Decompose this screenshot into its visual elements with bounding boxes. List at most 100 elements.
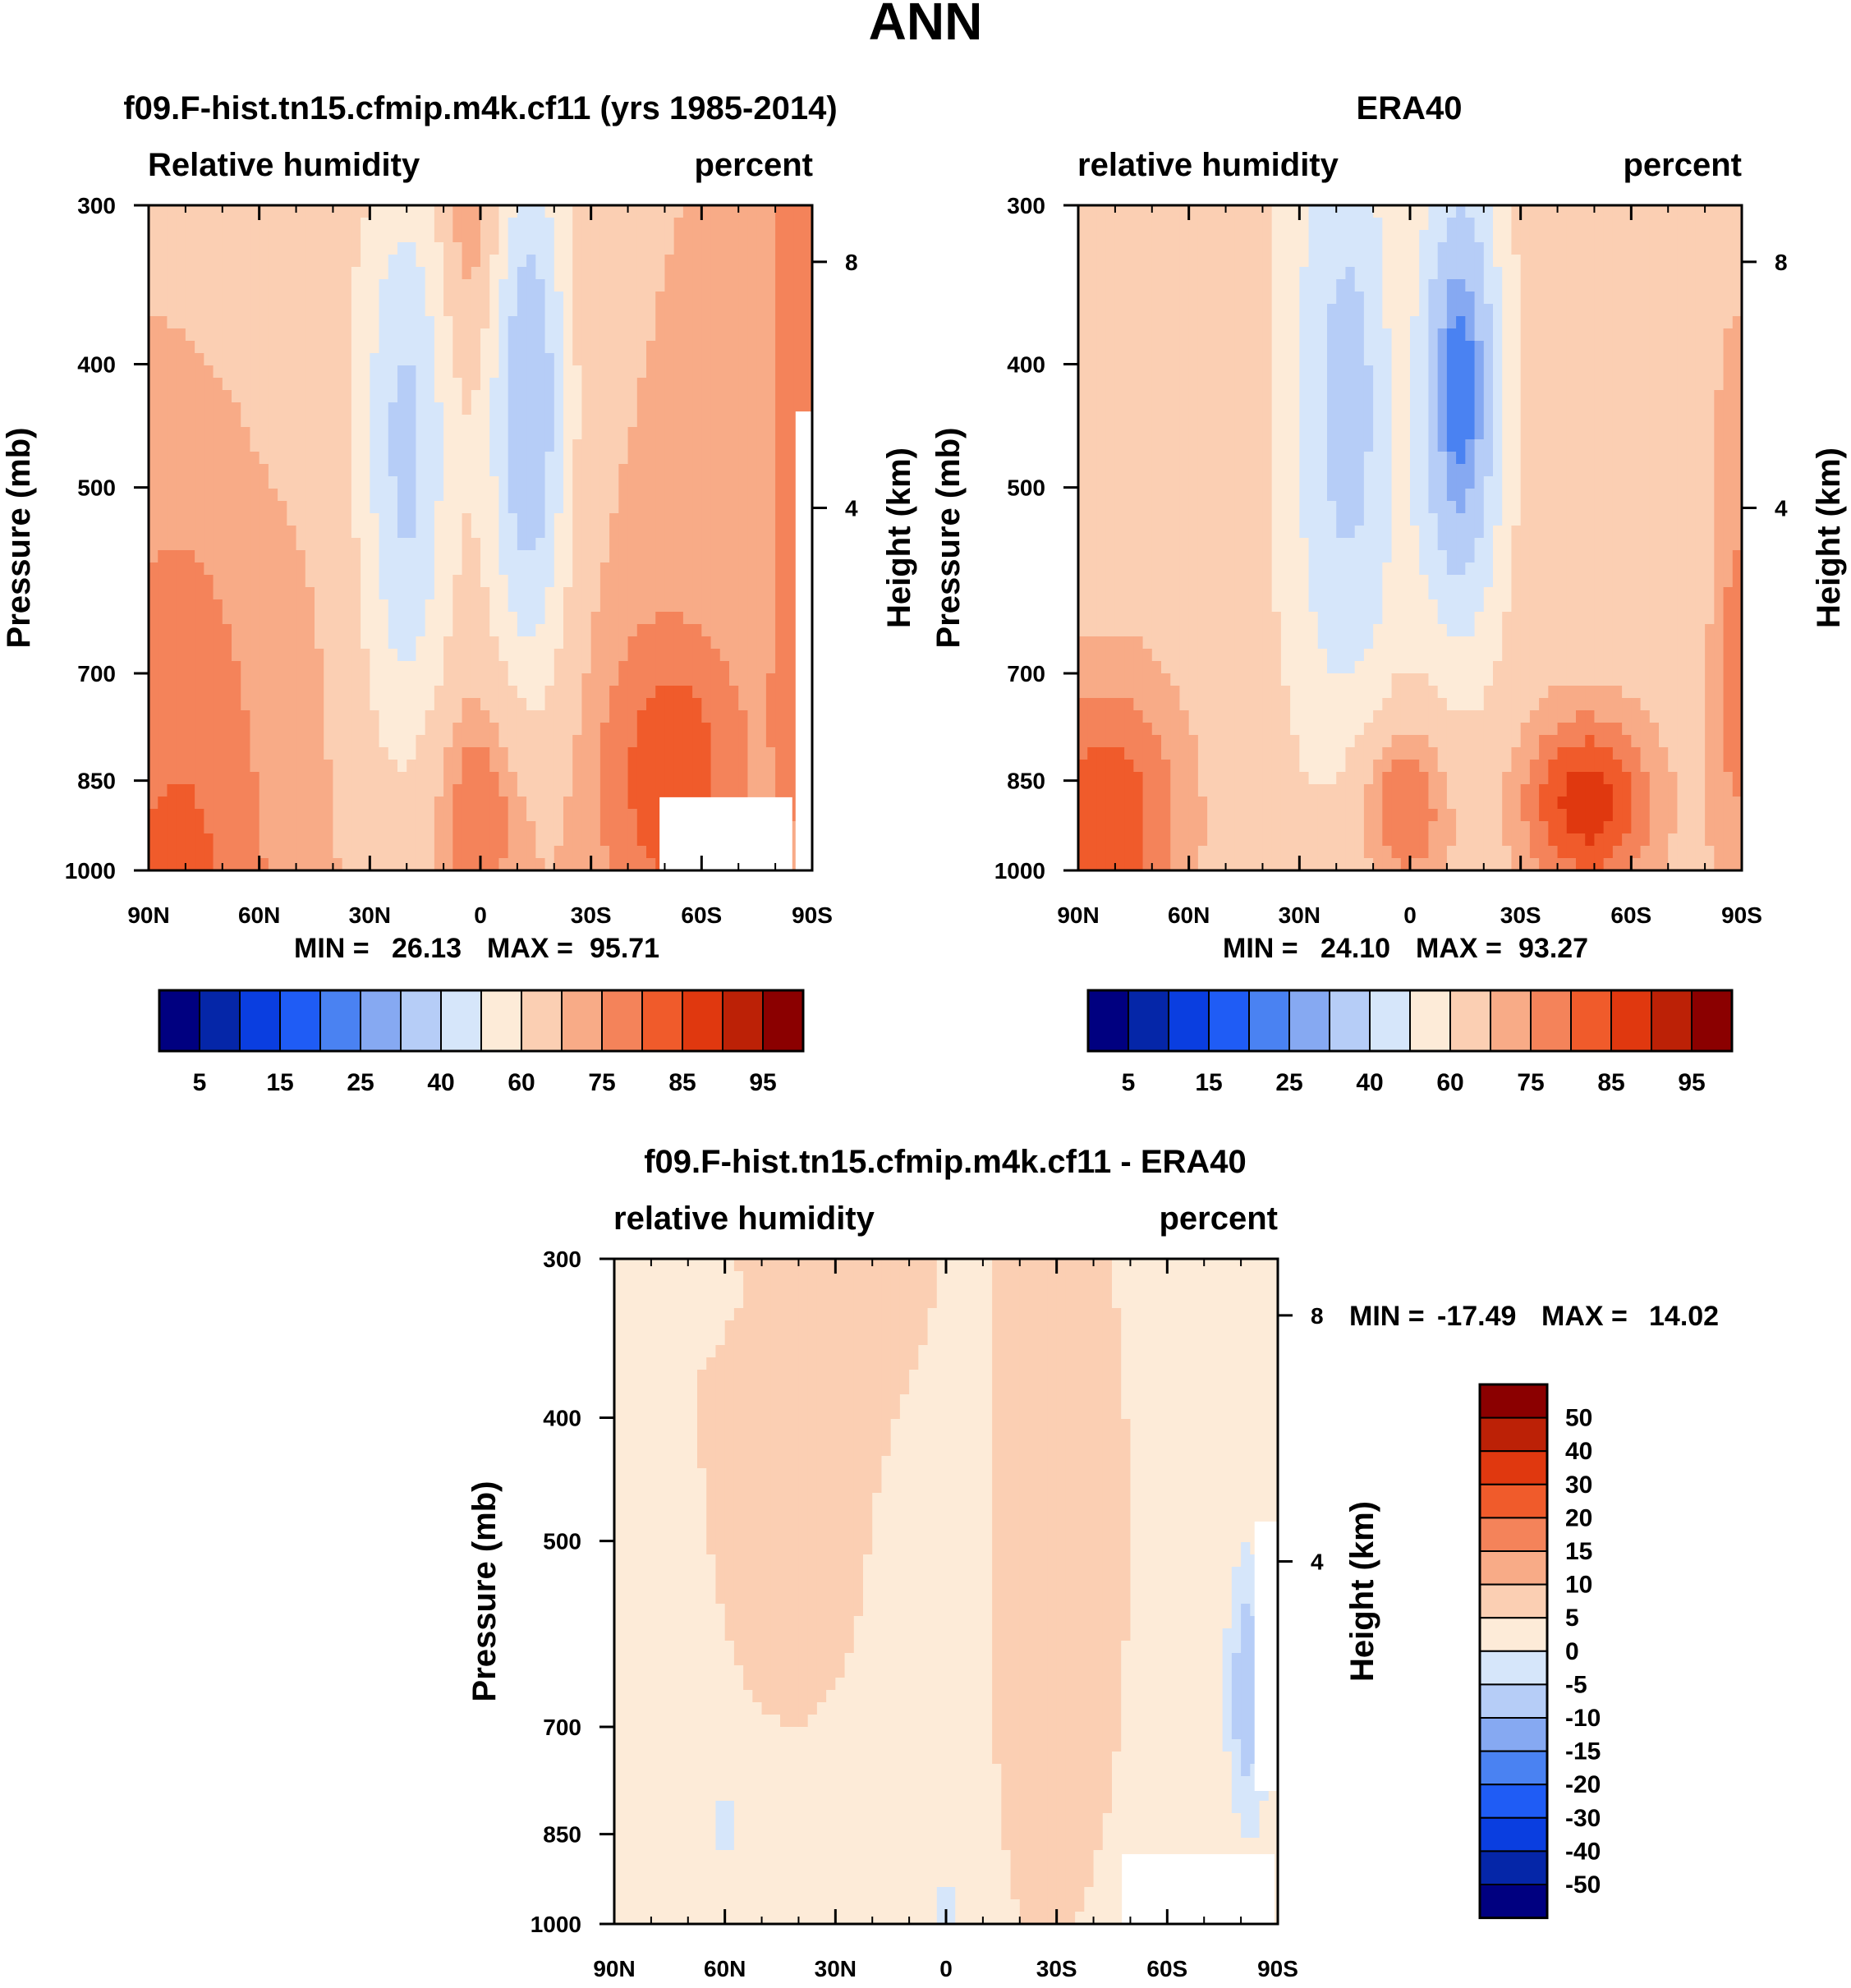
- heat-cell: [646, 760, 656, 773]
- heat-cell: [535, 624, 545, 637]
- heat-cell: [177, 218, 186, 231]
- heat-cell: [342, 255, 352, 268]
- heat-cell: [1336, 230, 1346, 243]
- heat-cell: [388, 279, 398, 292]
- heat-cell: [232, 230, 241, 243]
- heat-cell: [305, 587, 315, 600]
- heat-cell: [361, 390, 370, 403]
- heat-cell: [260, 328, 269, 342]
- heat-cell: [1106, 292, 1116, 305]
- heat-cell: [452, 624, 462, 637]
- heat-cell: [720, 587, 730, 600]
- heat-cell: [489, 390, 499, 403]
- heat-cell: [618, 316, 628, 329]
- heat-cell: [489, 365, 499, 379]
- heat-cell: [1179, 328, 1189, 342]
- heat-cell: [1299, 218, 1309, 231]
- heat-cell: [1631, 304, 1641, 317]
- heat-cell: [1567, 365, 1577, 379]
- heat-cell: [1438, 328, 1448, 342]
- heat-cell: [683, 649, 693, 662]
- heat-cell: [701, 562, 711, 576]
- heat-cell: [554, 673, 564, 686]
- heat-cell: [664, 562, 674, 576]
- heat-cell: [287, 378, 296, 391]
- heat-cell: [674, 575, 684, 588]
- heat-cell: [1705, 316, 1715, 329]
- heat-cell: [1539, 353, 1549, 366]
- heat-cell: [397, 612, 407, 625]
- heat-cell: [204, 649, 214, 662]
- heat-cell: [1262, 255, 1272, 268]
- heat-cell: [747, 205, 757, 218]
- heat-cell: [692, 464, 702, 477]
- heat-cell: [655, 686, 665, 699]
- heat-cell: [655, 452, 665, 465]
- heat-cell: [1355, 353, 1365, 366]
- heat-cell: [186, 390, 195, 403]
- heat-cell: [784, 649, 794, 662]
- heat-cell: [600, 218, 610, 231]
- heat-cell: [315, 267, 324, 280]
- heat-cell: [241, 218, 250, 231]
- heat-cell: [260, 242, 269, 255]
- heat-cell: [655, 242, 665, 255]
- heat-cell: [1576, 316, 1586, 329]
- heat-cell: [186, 526, 195, 539]
- heat-cell: [729, 649, 739, 662]
- heat-cell: [757, 415, 767, 428]
- heat-cell: [462, 316, 472, 329]
- heat-cell: [1262, 341, 1272, 354]
- heat-cell: [443, 279, 453, 292]
- heat-cell: [572, 612, 582, 625]
- heat-cell: [609, 612, 619, 625]
- heat-cell: [342, 304, 352, 317]
- heat-cell: [674, 476, 684, 489]
- heat-cell: [351, 501, 361, 514]
- heat-cell: [508, 821, 518, 834]
- heat-cell: [674, 698, 684, 711]
- heat-cell: [370, 341, 379, 354]
- heat-cell: [757, 242, 767, 255]
- heat-cell: [535, 550, 545, 563]
- heat-cell: [186, 587, 195, 600]
- heat-cell: [471, 735, 481, 748]
- heat-cell: [674, 587, 684, 600]
- heat-cell: [1198, 353, 1208, 366]
- heat-cell: [351, 562, 361, 576]
- heat-cell: [1558, 279, 1568, 292]
- heat-cell: [646, 562, 656, 576]
- heat-cell: [1511, 279, 1521, 292]
- heat-cell: [581, 735, 591, 748]
- heat-cell: [489, 316, 499, 329]
- heat-cell: [738, 562, 748, 576]
- heat-cell: [471, 797, 481, 810]
- heat-cell: [517, 710, 527, 723]
- heat-cell: [305, 846, 315, 859]
- heat-cell: [443, 452, 453, 465]
- heat-cell: [296, 649, 306, 662]
- heat-cell: [250, 723, 260, 736]
- heat-cell: [692, 526, 702, 539]
- heat-cell: [425, 821, 435, 834]
- heat-cell: [600, 698, 610, 711]
- heat-cell: [397, 427, 407, 440]
- heat-cell: [1235, 316, 1245, 329]
- heat-cell: [1724, 304, 1734, 317]
- heat-cell: [1355, 365, 1365, 379]
- heat-cell: [177, 279, 186, 292]
- heat-cell: [434, 292, 444, 305]
- heat-cell: [204, 538, 214, 551]
- heat-cell: [305, 735, 315, 748]
- heat-cell: [1161, 230, 1171, 243]
- heat-cell: [149, 587, 158, 600]
- heat-cell: [333, 784, 342, 797]
- heat-cell: [269, 365, 278, 379]
- heat-cell: [517, 279, 527, 292]
- heat-cell: [1475, 255, 1485, 268]
- heat-cell: [1659, 255, 1669, 268]
- heat-cell: [223, 489, 232, 502]
- heat-cell: [425, 341, 435, 354]
- heat-cell: [757, 316, 767, 329]
- heat-cell: [296, 279, 306, 292]
